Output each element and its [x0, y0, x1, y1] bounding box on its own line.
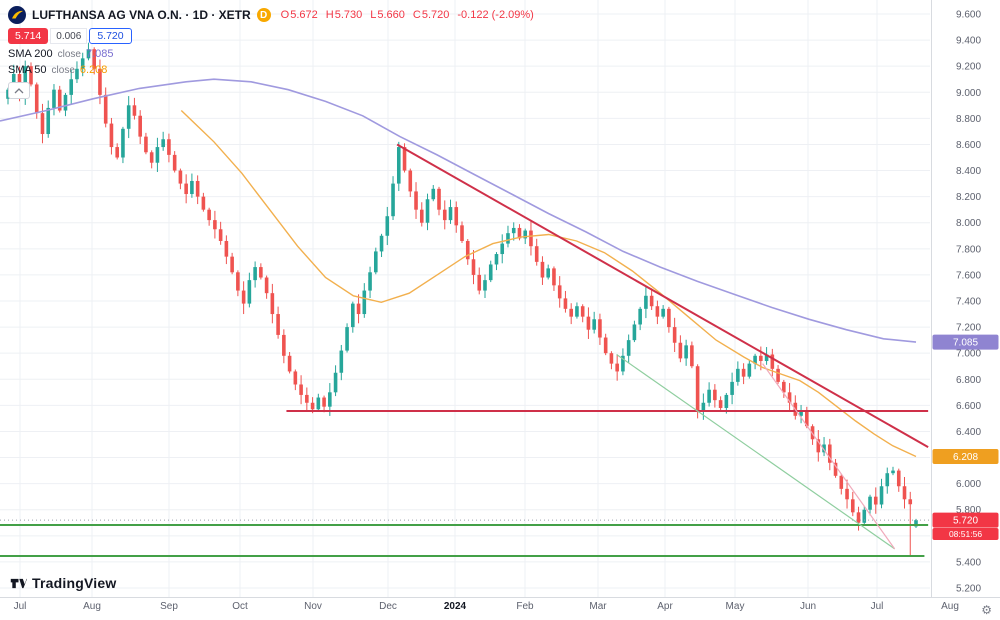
ohlc-low: L 5.660	[370, 9, 405, 21]
svg-text:7.400: 7.400	[956, 297, 981, 308]
sma-200-line[interactable]	[0, 78, 917, 343]
svg-text:Oct: Oct	[232, 601, 248, 612]
indicator-row-sma50[interactable]: SMA 50 close 6.208	[8, 64, 534, 76]
symbol-title-row: LUFTHANSA AG VNA O.N. · 1D · XETR D O 5.6…	[8, 6, 534, 24]
tradingview-logo[interactable]: TradingView	[10, 575, 116, 591]
indicator-value: 6.208	[79, 64, 108, 76]
collapse-legend-button[interactable]	[8, 82, 30, 99]
tradingview-mark-icon	[10, 578, 27, 588]
svg-text:7.200: 7.200	[956, 323, 981, 334]
svg-text:6.400: 6.400	[956, 427, 981, 438]
change-value: -0.122 (-2.09%)	[457, 9, 534, 21]
svg-text:6.000: 6.000	[956, 479, 981, 490]
svg-text:Aug: Aug	[941, 601, 959, 612]
sma-50-line[interactable]	[180, 109, 917, 458]
svg-text:2024: 2024	[444, 601, 467, 612]
svg-text:6.800: 6.800	[956, 375, 981, 386]
svg-text:Mar: Mar	[589, 601, 607, 612]
svg-text:Aug: Aug	[83, 601, 101, 612]
svg-text:Dec: Dec	[379, 601, 397, 612]
svg-text:Feb: Feb	[516, 601, 534, 612]
svg-text:8.200: 8.200	[956, 192, 981, 203]
ohlc-open: O 5.672	[280, 9, 318, 21]
svg-text:8.800: 8.800	[956, 114, 981, 125]
svg-text:08:51:56: 08:51:56	[949, 529, 982, 539]
sell-button[interactable]: 5.714	[8, 28, 49, 44]
svg-text:Jul: Jul	[14, 601, 27, 612]
sma50-price-badge: 6.208	[932, 449, 999, 465]
indicator-name: SMA 200	[8, 48, 53, 60]
svg-text:5.200: 5.200	[956, 584, 981, 595]
ohlc-close: C 5.720	[412, 9, 450, 21]
delayed-data-badge[interactable]: D	[256, 8, 271, 22]
indicator-name: SMA 50	[8, 64, 47, 76]
indicator-value: 7.085	[86, 48, 114, 60]
svg-text:7.085: 7.085	[953, 338, 978, 349]
svg-text:Jun: Jun	[800, 601, 816, 612]
ohlc-high: H 5.730	[325, 9, 363, 21]
price-axis[interactable]: 5.2005.4005.6005.8006.0006.2006.4006.600…	[956, 10, 981, 595]
svg-text:Nov: Nov	[304, 601, 322, 612]
tradingview-logo-text: TradingView	[32, 575, 117, 591]
svg-text:Jul: Jul	[871, 601, 884, 612]
symbol-logo-icon[interactable]	[8, 6, 26, 24]
legend: LUFTHANSA AG VNA O.N. · 1D · XETR D O 5.6…	[8, 6, 534, 99]
svg-text:7.000: 7.000	[956, 349, 981, 360]
svg-text:8.000: 8.000	[956, 218, 981, 229]
indicator-row-sma200[interactable]: SMA 200 close 7.085	[8, 48, 534, 60]
svg-text:9.600: 9.600	[956, 10, 981, 21]
svg-text:9.200: 9.200	[956, 62, 981, 73]
ohlc-values: O 5.672 H 5.730 L 5.660 C 5.720 -0.122 (-2.0…	[281, 9, 534, 21]
gridlines	[0, 0, 930, 597]
svg-text:8.600: 8.600	[956, 140, 981, 151]
svg-text:9.000: 9.000	[956, 88, 981, 99]
svg-text:9.400: 9.400	[956, 36, 981, 47]
symbol-title[interactable]: LUFTHANSA AG VNA O.N. · 1D · XETR	[32, 8, 251, 22]
descending-trendline[interactable]	[396, 143, 929, 448]
settings-gear-icon[interactable]: ⚙	[981, 603, 992, 617]
indicator-param: close	[57, 49, 81, 60]
svg-text:Sep: Sep	[160, 601, 178, 612]
last-price-badge: 5.720 08:51:56	[932, 512, 999, 540]
buy-button[interactable]: 5.720	[89, 28, 132, 44]
sma200-price-badge: 7.085	[932, 334, 999, 350]
svg-text:6.208: 6.208	[953, 452, 978, 463]
svg-text:5.400: 5.400	[956, 557, 981, 568]
wedge-lower-trendline[interactable]	[616, 353, 896, 550]
chevron-up-icon	[14, 87, 24, 93]
svg-text:5.800: 5.800	[956, 505, 981, 516]
indicator-param: close	[51, 65, 75, 76]
wedge-upper-trendline[interactable]	[762, 363, 896, 550]
svg-text:Apr: Apr	[657, 601, 673, 612]
svg-text:7.800: 7.800	[956, 244, 981, 255]
time-axis[interactable]: Jul Aug Sep Oct Nov Dec 2024 Feb Mar Apr May Jun Jul…	[14, 601, 959, 612]
spread-value: 0.006	[50, 28, 88, 44]
svg-text:May: May	[726, 601, 745, 612]
svg-text:7.600: 7.600	[956, 270, 981, 281]
svg-text:6.600: 6.600	[956, 401, 981, 412]
svg-text:5.720: 5.720	[953, 516, 978, 527]
svg-text:8.400: 8.400	[956, 166, 981, 177]
candlestick-series[interactable]	[6, 42, 918, 556]
buy-sell-panel: 5.714 0.006 5.720	[8, 28, 534, 44]
